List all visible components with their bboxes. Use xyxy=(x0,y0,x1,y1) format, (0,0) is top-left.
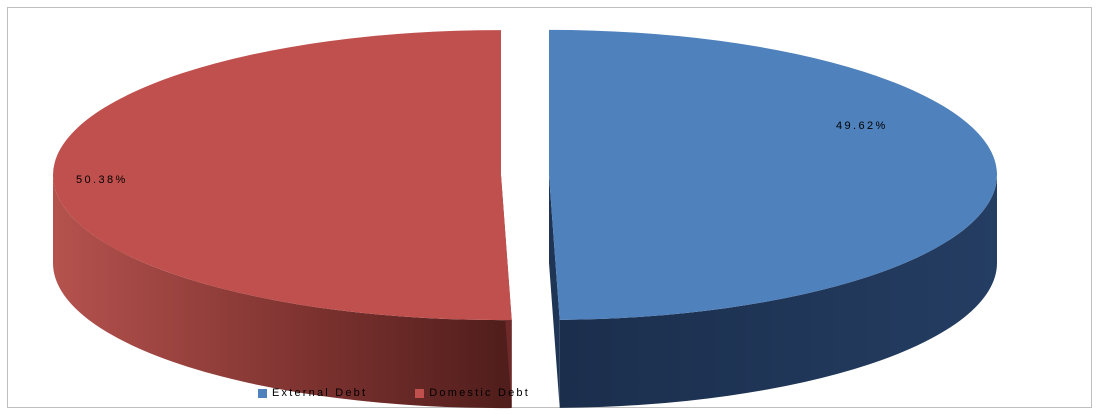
data-label-domestic-debt: 50.38% xyxy=(76,174,128,186)
slice-top-domestic-debt xyxy=(53,30,512,321)
slice-side-domestic-debt xyxy=(53,175,512,409)
legend: External Debt Domestic Debt xyxy=(258,385,578,401)
data-label-external-debt: 49.62% xyxy=(836,120,888,132)
legend-swatch-domestic-debt xyxy=(415,388,425,398)
chart-frame xyxy=(7,7,1092,408)
slice-side-external-debt xyxy=(559,174,997,408)
legend-item-external-debt: External Debt xyxy=(258,387,367,399)
legend-item-domestic-debt: Domestic Debt xyxy=(415,387,530,399)
pie-slice-domestic-debt xyxy=(53,30,512,409)
pie-slice-external-debt xyxy=(548,29,997,408)
slice-edge-external-debt-1 xyxy=(548,174,560,408)
legend-label-external-debt: External Debt xyxy=(272,387,368,399)
legend-swatch-external-debt xyxy=(258,388,267,398)
slice-top-external-debt xyxy=(548,29,997,320)
legend-label-domestic-debt: Domestic Debt xyxy=(429,387,530,399)
